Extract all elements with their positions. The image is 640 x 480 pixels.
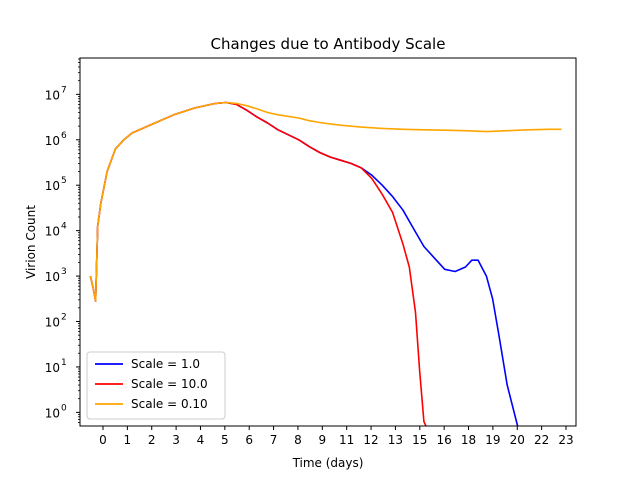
y-tick-label: 10 [45,406,60,420]
x-tick-label: 16 [437,433,452,447]
x-tick-label: 7 [270,433,278,447]
x-tick-label: 20 [510,433,525,447]
legend-label-2: Scale = 10.0 [131,377,208,391]
x-tick-label: 23 [558,433,573,447]
x-tick-label: 22 [534,433,549,447]
y-tick-exponent: 2 [61,313,67,323]
x-tick-label: 19 [485,433,500,447]
x-axis-label: Time (days) [292,456,364,470]
x-tick-label: 6 [245,433,253,447]
x-tick-label: 18 [461,433,476,447]
x-tick-label: 12 [363,433,378,447]
series-line-3 [89,101,562,302]
y-tick-exponent: 1 [61,358,67,368]
y-tick-label: 10 [45,225,60,239]
y-tick-exponent: 3 [61,267,67,277]
y-tick-label: 10 [45,134,60,148]
legend: Scale = 1.0 Scale = 10.0 Scale = 0.10 [86,351,226,420]
y-tick-label: 10 [45,179,60,193]
plot-frame [79,57,577,427]
y-tick-exponent: 7 [61,85,67,95]
y-tick-label: 10 [45,361,60,375]
x-tick-label: 13 [388,433,403,447]
x-tick-label: 2 [148,433,156,447]
x-tick-label: 4 [197,433,205,447]
y-axis-label: Virion Count [24,205,38,279]
chart-title: Changes due to Antibody Scale [211,35,446,53]
x-tick-label: 11 [339,433,354,447]
plot-lines [89,101,562,426]
y-tick-label: 10 [45,88,60,102]
x-tick-label: 15 [412,433,427,447]
x-tick-label: 8 [294,433,302,447]
y-tick-exponent: 5 [61,176,67,186]
x-tick-label: 5 [221,433,229,447]
y-tick-exponent: 4 [61,222,67,232]
x-tick-label: 9 [318,433,326,447]
legend-label-3: Scale = 0.10 [131,397,208,411]
x-axis: 0 1 2 3 4 5 6 7 8 9 11 12 13 15 16 18 19 20 22 23 [99,426,574,447]
y-tick-exponent: 0 [61,403,67,413]
x-tick-label: 1 [124,433,132,447]
x-tick-label: 3 [172,433,180,447]
y-tick-exponent: 6 [61,131,67,141]
y-tick-label: 10 [45,316,60,330]
legend-box [86,351,226,420]
y-tick-label: 10 [45,270,60,284]
legend-label-1: Scale = 1.0 [131,357,200,371]
x-tick-label: 0 [99,433,107,447]
